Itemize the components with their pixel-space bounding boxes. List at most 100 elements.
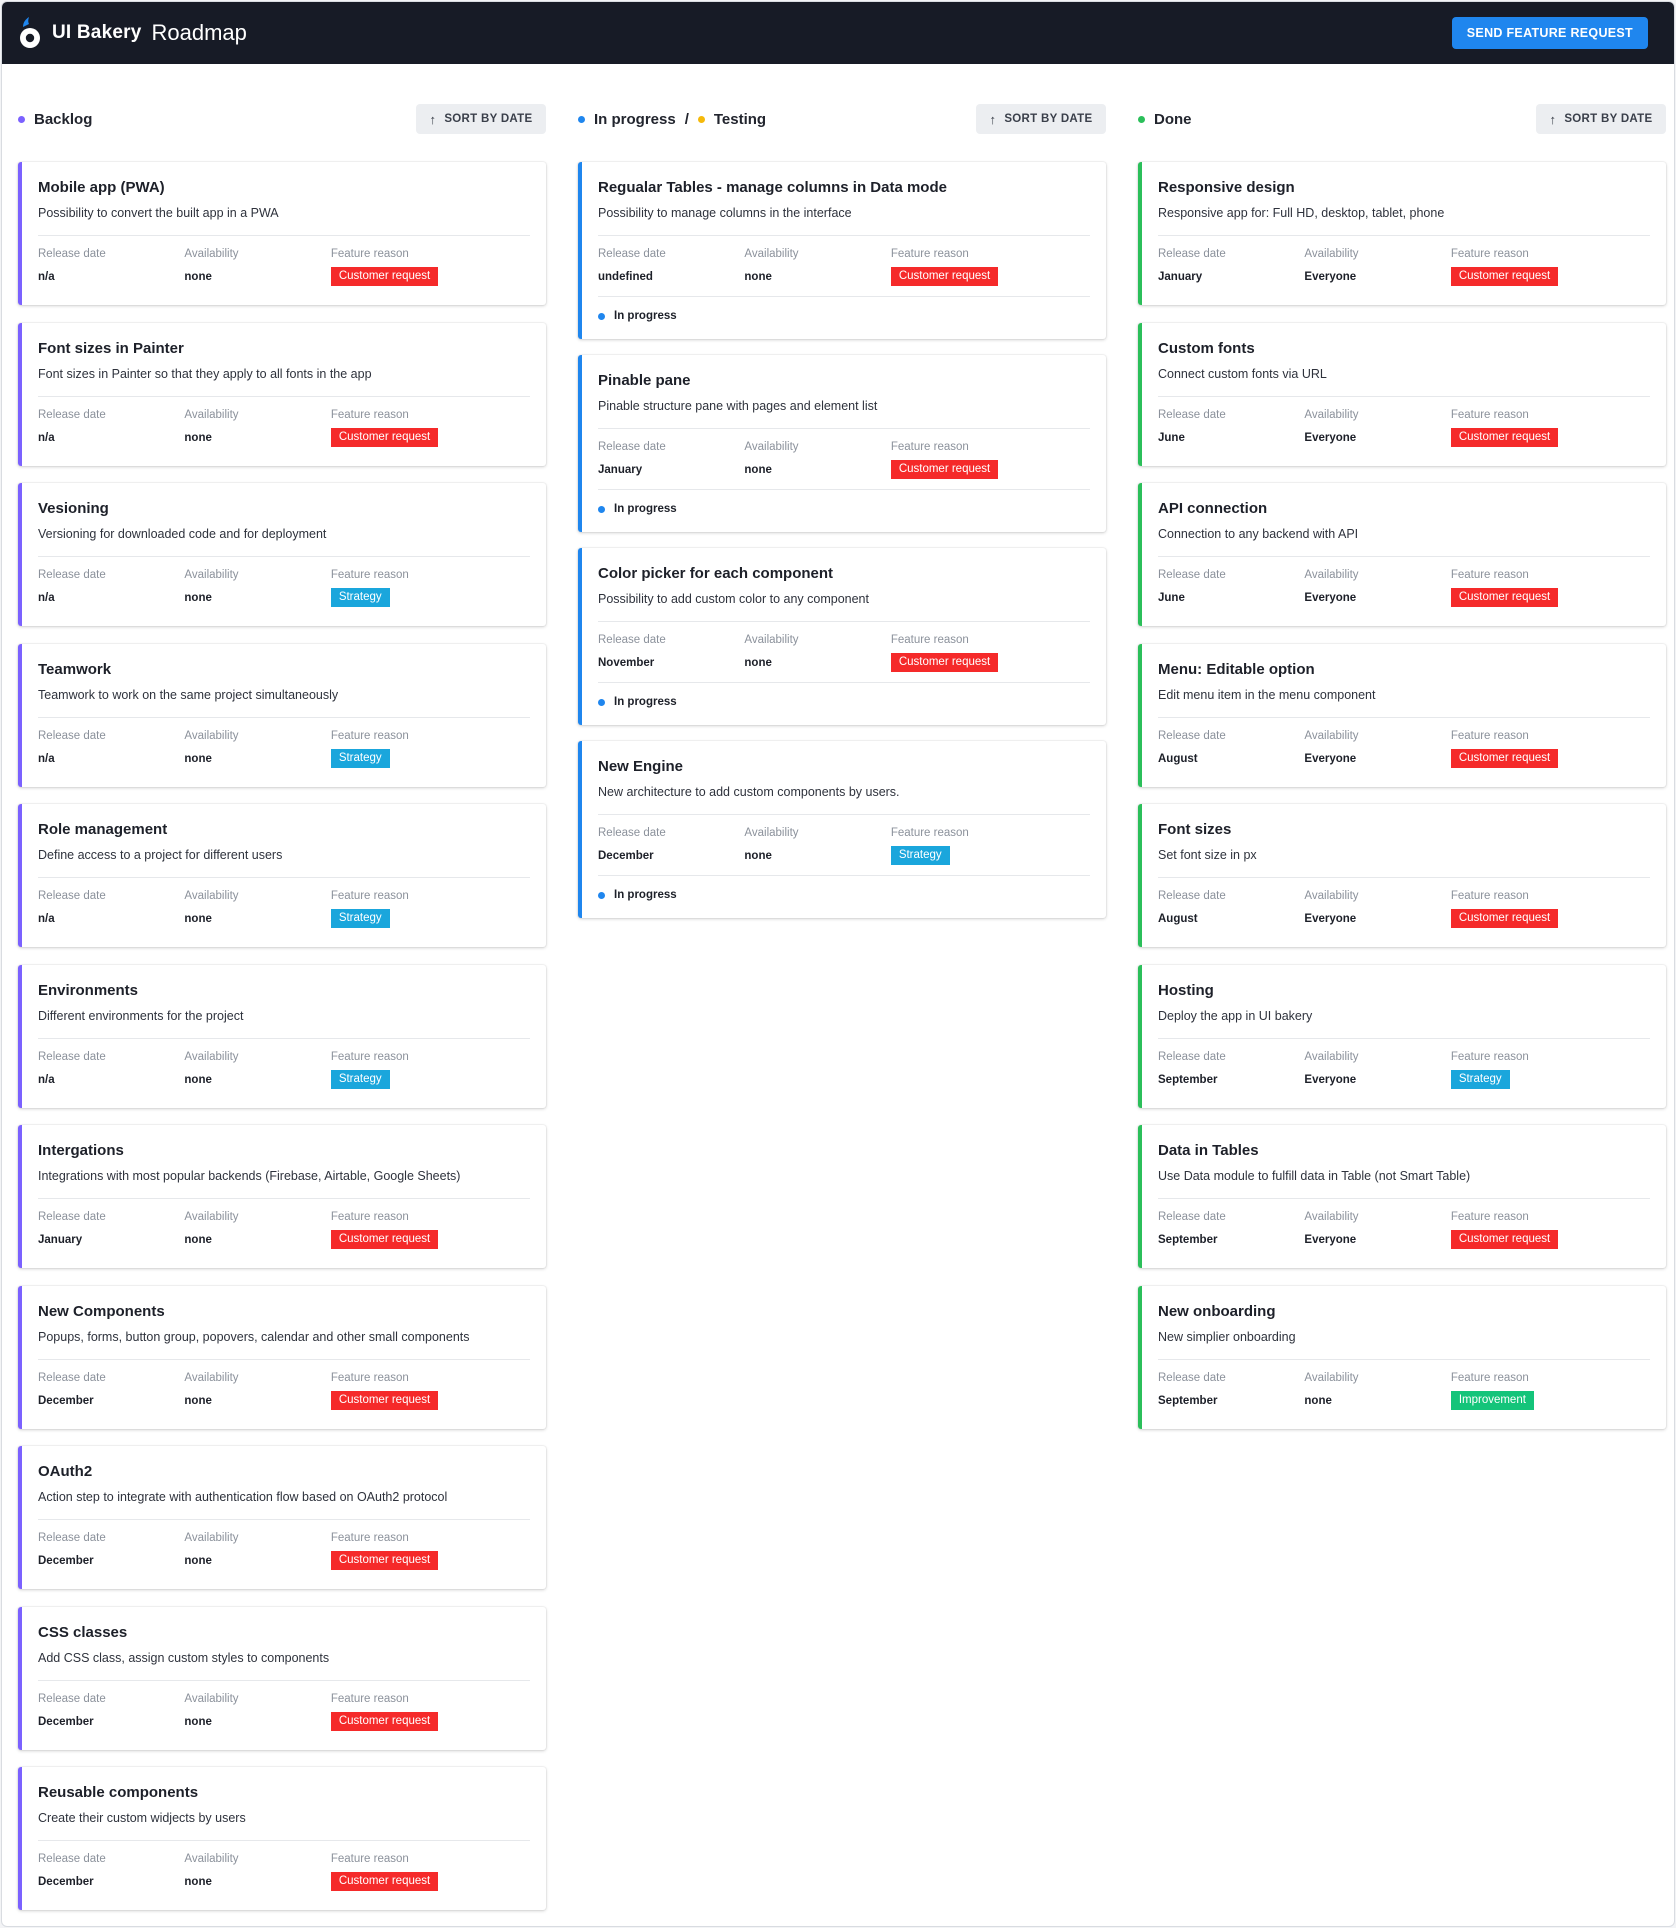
availability-field: Availability none (184, 730, 330, 768)
roadmap-card[interactable]: Hosting Deploy the app in UI bakery Releas… (1138, 964, 1666, 1108)
availability-value: none (744, 657, 772, 669)
status-row: In progress (598, 297, 1090, 335)
card-meta: Release date December Availability none Feat… (598, 827, 1090, 865)
sort-label: SORT BY DATE (1004, 113, 1093, 125)
send-feature-request-button[interactable]: SEND FEATURE REQUEST (1451, 17, 1648, 49)
roadmap-card[interactable]: Data in Tables Use Data module to fulfill… (1138, 1125, 1666, 1268)
release-date-field: Release date n/a (38, 730, 184, 768)
roadmap-card[interactable]: New Components Popups, forms, button grou… (18, 1285, 546, 1429)
availability-field: Availability none (1304, 1372, 1450, 1410)
roadmap-card[interactable]: Reusable components Create their custom w… (18, 1767, 546, 1910)
feature-reason-wrap: Strategy (890, 841, 1090, 865)
roadmap-card[interactable]: Font sizes in Painter Font sizes in Paint… (18, 322, 546, 466)
feature-reason-field: Feature reason Customer request (1450, 409, 1650, 447)
brand[interactable]: UI Bakery Roadmap (16, 14, 247, 52)
feature-reason-label: Feature reason (1450, 1211, 1529, 1223)
feature-reason-wrap: Customer request (1450, 744, 1650, 768)
availability-value: none (184, 592, 212, 604)
feature-reason-label: Feature reason (890, 827, 969, 839)
feature-reason-field: Feature reason Customer request (1450, 730, 1650, 768)
availability-label: Availability (184, 1853, 239, 1865)
roadmap-card[interactable]: Teamwork Teamwork to work on the same pro… (18, 643, 546, 787)
card-description: Responsive app for: Full HD, desktop, ta… (1158, 206, 1445, 220)
sort-by-date-button[interactable]: ↑ SORT BY DATE (1536, 104, 1666, 134)
card-title: OAuth2 (38, 1463, 93, 1480)
arrow-up-icon: ↑ (989, 111, 997, 127)
roadmap-card[interactable]: Font sizes Set font size in px Release dat… (1138, 804, 1666, 947)
roadmap-card[interactable]: Pinable pane Pinable structure pane with … (578, 355, 1106, 532)
availability-field: Availability none (744, 634, 890, 672)
feature-reason-field: Feature reason Customer request (330, 1693, 530, 1731)
feature-reason-badge: Customer request (890, 267, 999, 286)
feature-reason-wrap: Customer request (1450, 423, 1650, 447)
feature-reason-wrap: Customer request (890, 455, 1090, 479)
release-date-label: Release date (38, 890, 106, 902)
release-date-field: Release date January (598, 441, 744, 479)
availability-label: Availability (184, 729, 239, 742)
availability-label: Availability (184, 408, 239, 421)
roadmap-card[interactable]: CSS classes Add CSS class, assign custom … (18, 1606, 546, 1750)
roadmap-card[interactable]: Color picker for each component Possibili… (578, 548, 1106, 725)
card-meta: Release date September Availability none Fea… (1158, 1372, 1650, 1410)
availability-field: Availability none (184, 409, 330, 447)
roadmap-card[interactable]: Custom fonts Connect custom fonts via URL… (1138, 322, 1666, 466)
sort-by-date-button[interactable]: ↑ SORT BY DATE (976, 104, 1106, 134)
feature-reason-badge: Strategy (1450, 1069, 1510, 1089)
feature-reason-label: Feature reason (1450, 248, 1529, 260)
release-date-label: Release date (1158, 408, 1226, 421)
roadmap-card[interactable]: OAuth2 Action step to integrate with auth… (18, 1446, 546, 1589)
roadmap-card[interactable]: Mobile app (PWA) Possibility to convert t… (18, 162, 546, 305)
availability-label: Availability (184, 569, 239, 581)
availability-value: Everyone (1304, 592, 1357, 604)
card-divider (1158, 877, 1650, 878)
card-description: Add CSS class, assign custom styles to c… (38, 1650, 330, 1665)
roadmap-card[interactable]: Menu: Editable option Edit menu item in t… (1138, 643, 1666, 787)
feature-reason-label: Feature reason (1450, 569, 1529, 581)
feature-reason-badge: Customer request (330, 427, 439, 447)
release-date-field: Release date December (38, 1372, 184, 1410)
roadmap-card[interactable]: New onboarding New simplier onboarding Rel… (1138, 1285, 1666, 1429)
card-meta: Release date n/a Availability none Feature r… (38, 890, 530, 928)
feature-reason-wrap: Improvement (1450, 1386, 1650, 1410)
roadmap-card[interactable]: API connection Connection to any backend … (1138, 483, 1666, 626)
status-dot-icon (598, 891, 605, 899)
roadmap-card[interactable]: Role management Define access to a projec… (18, 804, 546, 947)
roadmap-card[interactable]: Regualar Tables - manage columns in Data… (578, 162, 1106, 339)
sort-label: SORT BY DATE (1564, 113, 1653, 125)
roadmap-card[interactable]: Intergations Integrations with most popul… (18, 1125, 546, 1268)
roadmap-card[interactable]: Responsive design Responsive app for: Ful… (1138, 162, 1666, 305)
feature-reason-badge: Customer request (330, 1230, 439, 1249)
card-meta: Release date n/a Availability none Feature r… (38, 730, 530, 768)
feature-reason-field: Feature reason Strategy (330, 730, 530, 768)
release-date-value: January (38, 1234, 83, 1246)
roadmap-card[interactable]: Vesioning Versioning for downloaded code … (18, 483, 546, 626)
release-date-value: December (38, 1715, 94, 1728)
roadmap-card[interactable]: New Engine New architecture to add custom… (578, 741, 1106, 918)
feature-reason-field: Feature reason Customer request (1450, 248, 1650, 286)
status-row: In progress (598, 490, 1090, 528)
feature-reason-badge: Strategy (330, 1069, 390, 1089)
sort-by-date-button[interactable]: ↑ SORT BY DATE (416, 104, 546, 134)
card-description: Teamwork to work on the same project sim… (38, 687, 339, 702)
card-meta: Release date undefined Availability none Fea… (598, 248, 1090, 286)
feature-reason-wrap: Customer request (1450, 262, 1650, 286)
card-description: Action step to integrate with authentica… (38, 1490, 448, 1504)
release-date-field: Release date n/a (38, 569, 184, 607)
release-date-value: n/a (38, 592, 55, 604)
feature-reason-wrap: Customer request (330, 262, 530, 286)
availability-label: Availability (744, 827, 799, 839)
release-date-field: Release date September (1158, 1211, 1304, 1249)
card-description: Connect custom fonts via URL (1158, 366, 1327, 381)
card-title: Role management (38, 821, 168, 838)
feature-reason-wrap: Strategy (330, 1065, 530, 1089)
release-date-label: Release date (1158, 729, 1226, 742)
roadmap-card[interactable]: Environments Different environments for t… (18, 964, 546, 1108)
card-meta: Release date December Availability none Feat… (38, 1853, 530, 1891)
release-date-field: Release date November (598, 634, 744, 672)
card-meta: Release date January Availability Everyone F… (1158, 248, 1650, 286)
card-description: New architecture to add custom component… (598, 785, 900, 799)
title-separator: / (684, 110, 689, 128)
feature-reason-wrap: Customer request (1450, 583, 1650, 607)
feature-reason-badge: Customer request (330, 1390, 439, 1410)
availability-label: Availability (184, 1371, 239, 1384)
